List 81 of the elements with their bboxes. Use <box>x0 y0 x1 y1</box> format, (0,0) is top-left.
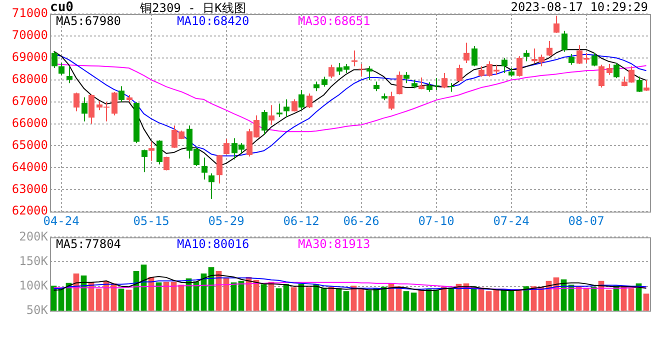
x-tick-label: 08-07 <box>568 214 604 228</box>
candlestick <box>164 156 170 171</box>
candlestick <box>606 64 612 76</box>
candlestick <box>554 15 560 34</box>
candlestick <box>224 138 230 155</box>
candlestick <box>374 81 380 92</box>
candlestick <box>268 104 274 126</box>
annotation: cu0 <box>50 0 74 15</box>
candlestick <box>614 62 620 79</box>
y-tick-label: 67000 <box>12 94 48 108</box>
candlestick <box>636 76 642 92</box>
candlestick <box>328 64 334 79</box>
candlestick <box>52 50 58 69</box>
x-tick-label: 04-24 <box>43 214 80 228</box>
y-tick-label: 68000 <box>12 72 48 86</box>
candlestick <box>592 52 598 67</box>
y-tick-label: 100K <box>19 278 49 292</box>
y-tick-label: 63000 <box>12 182 48 196</box>
candlestick <box>396 71 402 95</box>
candlestick <box>472 46 478 67</box>
candlestick <box>284 98 290 118</box>
candlestick <box>148 141 154 162</box>
candlestick <box>298 89 304 111</box>
x-tick-label: 07-10 <box>418 214 454 228</box>
candlestick <box>216 154 222 184</box>
y-tick-label: 65000 <box>12 138 48 152</box>
candlestick <box>82 96 88 122</box>
candlestick <box>142 149 148 173</box>
candlestick <box>276 103 282 118</box>
text: MA10:80016 <box>177 237 250 252</box>
candlestick <box>366 66 372 80</box>
chart-title: 铜2309 - 日K线图 <box>140 0 246 16</box>
candlestick <box>568 53 574 66</box>
text: MA30:68651 <box>298 14 370 28</box>
x-tick-label: 05-15 <box>133 214 170 228</box>
candlestick <box>74 92 80 112</box>
x-tick-label: 05-29 <box>208 214 244 228</box>
y-tick-label: 150K <box>19 254 49 268</box>
text: MA5:77804 <box>56 237 122 252</box>
candlestick <box>66 66 72 84</box>
text: 2023-08-17 10:29:29 <box>510 0 648 14</box>
candlestick <box>546 40 552 57</box>
y-tick-label: 70000 <box>12 28 48 42</box>
text: MA30:81913 <box>298 237 370 252</box>
x-tick-label: 06-12 <box>283 214 320 228</box>
y-tick-label: 200K <box>19 229 49 244</box>
y-tick-label: 64000 <box>12 160 48 174</box>
x-tick-label: 07-24 <box>493 214 530 228</box>
candlestick <box>442 72 448 89</box>
candlestick <box>388 91 394 111</box>
y-tick-label: 66000 <box>12 116 48 130</box>
y-tick-label: 50K <box>26 302 49 317</box>
candlestick <box>464 42 470 64</box>
candlestick <box>292 98 298 112</box>
candlestick <box>202 157 208 180</box>
candlestick <box>516 56 522 78</box>
candlestick <box>262 110 268 136</box>
y-tick-label: 71000 <box>12 6 48 20</box>
candlestick <box>156 140 162 165</box>
x-tick-label: 06-26 <box>343 214 380 228</box>
series-label: MA5:67980 <box>56 14 122 28</box>
candlestick <box>352 50 358 67</box>
candlestick <box>306 92 312 108</box>
candlestick <box>524 50 530 62</box>
y-tick-label: 69000 <box>12 50 48 64</box>
candlestick <box>88 94 94 124</box>
candlestick <box>112 91 118 116</box>
candlestick <box>456 64 462 82</box>
candlestick <box>404 72 410 84</box>
candlestick <box>358 64 364 78</box>
candlestick <box>58 62 64 76</box>
text: MA10:68420 <box>177 14 250 28</box>
candlestick <box>418 76 424 90</box>
candlestick <box>478 66 484 78</box>
candlestick <box>598 64 604 88</box>
candlestick <box>208 172 214 200</box>
candlestick <box>118 86 124 102</box>
candlestick <box>502 57 508 74</box>
candlestick <box>562 30 568 52</box>
candlestick <box>322 76 328 88</box>
candlestick <box>644 79 650 92</box>
